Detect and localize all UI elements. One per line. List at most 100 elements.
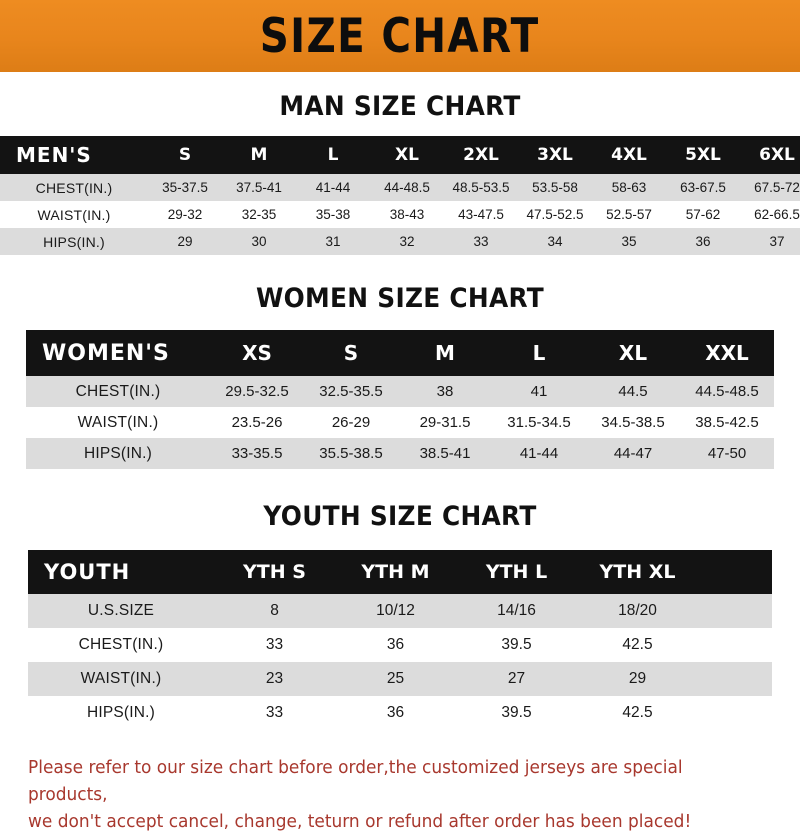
men-cell: 63-67.5 (666, 174, 740, 201)
men-size-header: 2XL (444, 136, 518, 174)
men-size-section: MAN SIZE CHART MEN'S S M L XL 2XL 3XL 4X… (0, 91, 800, 255)
women-size-header: XS (210, 330, 304, 376)
women-size-header: M (398, 330, 492, 376)
disclaimer-line-2: we don't accept cancel, change, teturn o… (28, 812, 692, 833)
table-row: HIPS(IN.) 33-35.5 35.5-38.5 38.5-41 41-4… (26, 438, 774, 469)
women-size-header: XXL (680, 330, 774, 376)
size-chart-banner: SIZE CHART (0, 0, 800, 72)
men-section-title: MAN SIZE CHART (279, 91, 521, 122)
table-row: CHEST(IN.) 33 36 39.5 42.5 (28, 628, 772, 662)
men-cell: 36 (666, 228, 740, 255)
women-cell: 44.5-48.5 (680, 376, 774, 407)
women-cell: 34.5-38.5 (586, 407, 680, 438)
youth-cell: 14/16 (456, 594, 577, 628)
women-size-table: WOMEN'S XS S M L XL XXL CHEST(IN.) 29.5-… (26, 330, 774, 469)
men-cell: 32-35 (222, 201, 296, 228)
youth-cell: 29 (577, 662, 698, 696)
women-row-label: WAIST(IN.) (26, 407, 210, 438)
men-cell: 34 (518, 228, 592, 255)
youth-cell: 27 (456, 662, 577, 696)
youth-header-filler (698, 550, 772, 594)
youth-size-header: YTH S (214, 550, 335, 594)
men-size-header: M (222, 136, 296, 174)
men-cell: 35-38 (296, 201, 370, 228)
youth-row-label: U.S.SIZE (28, 594, 214, 628)
men-size-header: L (296, 136, 370, 174)
men-cell: 31 (296, 228, 370, 255)
men-cell: 47.5-52.5 (518, 201, 592, 228)
youth-cell: 42.5 (577, 696, 698, 730)
youth-section-title: YOUTH SIZE CHART (263, 501, 537, 532)
youth-row-label: CHEST(IN.) (28, 628, 214, 662)
women-cell: 38 (398, 376, 492, 407)
youth-size-table: YOUTH YTH S YTH M YTH L YTH XL U.S.SIZE … (28, 550, 772, 730)
women-row-label: HIPS(IN.) (26, 438, 210, 469)
men-cell: 33 (444, 228, 518, 255)
table-row: WAIST(IN.) 23.5-26 26-29 29-31.5 31.5-34… (26, 407, 774, 438)
men-cell: 57-62 (666, 201, 740, 228)
youth-size-header: YTH L (456, 550, 577, 594)
women-cell: 29.5-32.5 (210, 376, 304, 407)
table-row: CHEST(IN.) 35-37.5 37.5-41 41-44 44-48.5… (0, 174, 800, 201)
men-cell: 32 (370, 228, 444, 255)
men-cell: 53.5-58 (518, 174, 592, 201)
women-cell: 31.5-34.5 (492, 407, 586, 438)
men-corner-label: MEN'S (0, 136, 148, 174)
men-cell: 37 (740, 228, 800, 255)
youth-cell: 18/20 (577, 594, 698, 628)
women-cell: 38.5-42.5 (680, 407, 774, 438)
women-cell: 35.5-38.5 (304, 438, 398, 469)
youth-cell: 39.5 (456, 628, 577, 662)
women-cell: 38.5-41 (398, 438, 492, 469)
youth-size-header: YTH XL (577, 550, 698, 594)
men-cell: 29 (148, 228, 222, 255)
women-cell: 41 (492, 376, 586, 407)
women-section-title: WOMEN SIZE CHART (255, 283, 545, 314)
youth-cell: 42.5 (577, 628, 698, 662)
youth-row-label: WAIST(IN.) (28, 662, 214, 696)
women-cell: 41-44 (492, 438, 586, 469)
men-row-label: WAIST(IN.) (0, 201, 148, 228)
women-cell: 47-50 (680, 438, 774, 469)
men-size-header: 6XL (740, 136, 800, 174)
youth-cell: 39.5 (456, 696, 577, 730)
men-row-label: HIPS(IN.) (0, 228, 148, 255)
women-corner-label: WOMEN'S (26, 330, 210, 376)
youth-corner-label: YOUTH (28, 550, 214, 594)
men-cell: 37.5-41 (222, 174, 296, 201)
youth-cell: 10/12 (335, 594, 456, 628)
women-cell: 29-31.5 (398, 407, 492, 438)
women-row-label: CHEST(IN.) (26, 376, 210, 407)
table-row: HIPS(IN.) 33 36 39.5 42.5 (28, 696, 772, 730)
youth-cell: 23 (214, 662, 335, 696)
table-row: CHEST(IN.) 29.5-32.5 32.5-35.5 38 41 44.… (26, 376, 774, 407)
youth-cell-filler (698, 662, 772, 696)
men-size-header: S (148, 136, 222, 174)
men-cell: 30 (222, 228, 296, 255)
youth-size-header: YTH M (335, 550, 456, 594)
men-cell: 38-43 (370, 201, 444, 228)
women-size-section: WOMEN SIZE CHART WOMEN'S XS S M L XL XXL… (0, 283, 800, 469)
women-cell: 44.5 (586, 376, 680, 407)
men-size-header: 5XL (666, 136, 740, 174)
men-row-label: CHEST(IN.) (0, 174, 148, 201)
youth-table-header-row: YOUTH YTH S YTH M YTH L YTH XL (28, 550, 772, 594)
women-table-header-row: WOMEN'S XS S M L XL XXL (26, 330, 774, 376)
women-cell: 33-35.5 (210, 438, 304, 469)
youth-size-section: YOUTH SIZE CHART YOUTH YTH S YTH M YTH L… (0, 501, 800, 730)
youth-cell: 25 (335, 662, 456, 696)
women-cell: 32.5-35.5 (304, 376, 398, 407)
youth-cell: 36 (335, 628, 456, 662)
women-size-header: S (304, 330, 398, 376)
men-cell: 52.5-57 (592, 201, 666, 228)
women-cell: 26-29 (304, 407, 398, 438)
men-cell: 43-47.5 (444, 201, 518, 228)
men-size-header: 4XL (592, 136, 666, 174)
youth-cell-filler (698, 696, 772, 730)
table-row: WAIST(IN.) 29-32 32-35 35-38 38-43 43-47… (0, 201, 800, 228)
men-cell: 41-44 (296, 174, 370, 201)
men-cell: 35-37.5 (148, 174, 222, 201)
youth-cell: 33 (214, 696, 335, 730)
men-cell: 48.5-53.5 (444, 174, 518, 201)
men-cell: 62-66.5 (740, 201, 800, 228)
